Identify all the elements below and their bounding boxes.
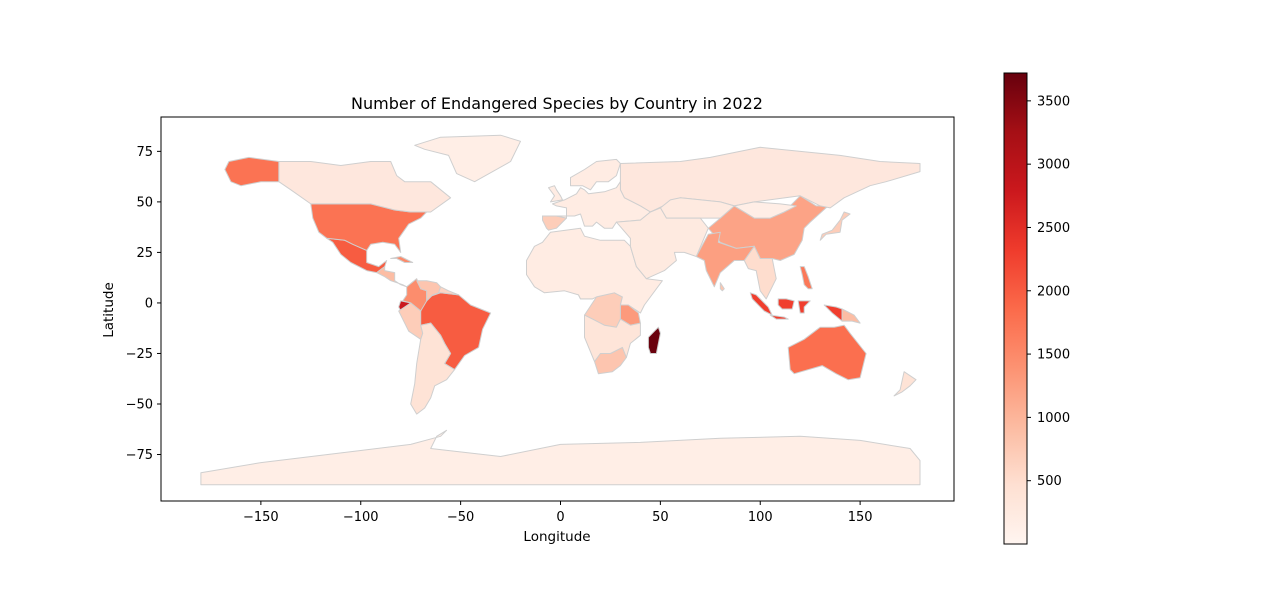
region-philippines <box>799 266 813 290</box>
x-tick-label: 0 <box>556 510 564 525</box>
region-mongolia <box>733 201 797 219</box>
region-guianas <box>438 286 460 296</box>
y-tick-label: 25 <box>136 246 153 261</box>
colorbar-tick-label: 2000 <box>1037 284 1070 299</box>
region-venezuela <box>416 280 442 302</box>
region-indonesia-sulawesi <box>797 300 811 314</box>
colorbar: 500 1000 1500 2000 2500 3000 3500 <box>1003 72 1070 545</box>
region-scandinavia <box>570 158 621 191</box>
region-new-zealand <box>893 371 917 397</box>
region-uk <box>548 185 563 203</box>
region-sahara-north-africa <box>526 227 663 314</box>
region-australia <box>787 324 867 381</box>
colorbar-ticks: 500 1000 1500 2000 2500 3000 3500 <box>1027 94 1070 489</box>
region-indonesia-papua <box>823 304 843 322</box>
region-andes-south <box>410 322 456 415</box>
y-axis-ticks: 75 50 25 0 −25 −50 −75 <box>126 145 161 463</box>
colorbar-tick-label: 2500 <box>1037 221 1070 236</box>
y-tick-label: 75 <box>136 145 153 160</box>
region-southeast-asia <box>743 245 777 300</box>
x-axis-label: Longitude <box>523 529 590 545</box>
x-tick-label: −100 <box>343 510 379 525</box>
region-cuba <box>390 256 414 263</box>
chart-title: Number of Endangered Species by Country … <box>351 94 763 113</box>
region-indonesia-borneo <box>777 298 795 310</box>
map-layer <box>200 134 921 486</box>
colorbar-tick-label: 500 <box>1037 474 1062 489</box>
colorbar-tick-label: 1000 <box>1037 411 1070 426</box>
region-southern-africa <box>584 314 641 362</box>
x-tick-label: 150 <box>848 510 873 525</box>
colorbar-tick-label: 3000 <box>1037 158 1070 173</box>
colorbar-tick-label: 3500 <box>1037 94 1070 109</box>
region-indonesia-sumatra <box>749 292 773 316</box>
y-tick-label: 0 <box>145 296 153 311</box>
x-tick-label: 50 <box>652 510 669 525</box>
y-tick-label: −25 <box>126 347 153 362</box>
region-madagascar <box>647 326 661 354</box>
region-png <box>841 308 861 324</box>
colorbar-tick-label: 1500 <box>1037 348 1070 363</box>
region-alaska <box>224 156 280 187</box>
region-central-america <box>376 266 408 288</box>
y-axis-label: Latitude <box>101 282 117 338</box>
y-tick-label: −75 <box>126 448 153 463</box>
region-spain <box>542 215 567 231</box>
region-greenland <box>414 134 521 183</box>
region-japan <box>819 211 851 241</box>
region-sri-lanka <box>719 282 725 292</box>
region-antarctica <box>200 429 921 486</box>
x-axis-ticks: −150 −100 −50 0 50 100 150 <box>243 501 873 525</box>
x-tick-label: −50 <box>447 510 474 525</box>
x-tick-label: −150 <box>243 510 279 525</box>
region-russia <box>619 146 921 213</box>
y-tick-label: 50 <box>136 195 153 210</box>
region-europe <box>542 181 651 229</box>
colorbar-gradient <box>1003 72 1028 545</box>
region-indonesia-java <box>769 314 789 320</box>
x-tick-label: 100 <box>748 510 773 525</box>
region-middle-east <box>615 207 709 280</box>
plot-frame <box>160 116 955 502</box>
y-tick-label: −50 <box>126 397 153 412</box>
region-canada <box>278 161 452 213</box>
